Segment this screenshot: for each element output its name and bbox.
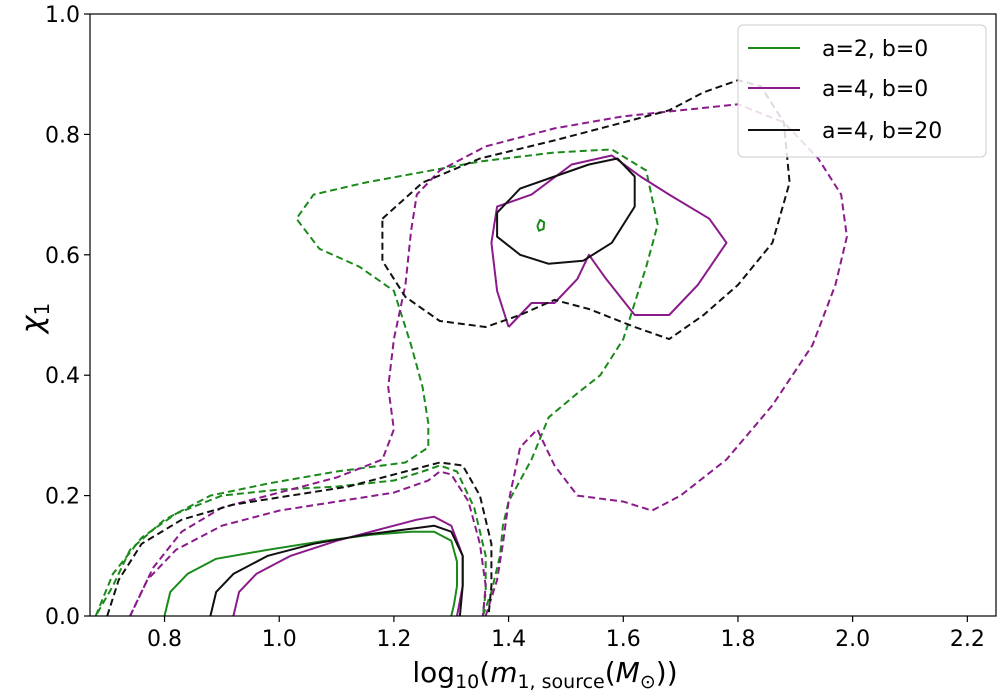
y-axis-ticks: 0.0 0.2 0.4 0.6 0.8 1.0 <box>45 3 90 630</box>
y-axis-label: χ1 <box>15 303 54 336</box>
contour-a-4-b-0-3 <box>490 154 728 328</box>
legend-box <box>737 24 987 158</box>
x-tick-label: 1.6 <box>606 627 641 652</box>
y-tick-label: 0.4 <box>45 364 80 389</box>
contour-a-4-b-20-3 <box>496 157 636 265</box>
y-tick-label: 0.6 <box>45 244 80 269</box>
contour-a-4-b-0-0 <box>129 470 487 617</box>
x-tick-label: 1.0 <box>262 627 297 652</box>
contour-a-2-b-0-2 <box>163 530 458 617</box>
x-tick-label: 2.0 <box>835 627 870 652</box>
x-axis-ticks: 0.8 1.0 1.2 1.4 1.6 1.8 2.0 2.2 <box>147 616 985 652</box>
legend-label-a4b20: a=4, b=20 <box>822 119 942 144</box>
contour-a-2-b-0-1 <box>94 148 659 617</box>
contour-a-4-b-0-1 <box>129 103 848 617</box>
contour-a-4-b-20-0 <box>106 461 493 617</box>
plot-frame <box>89 13 997 617</box>
legend-label-a2b0: a=2, b=0 <box>822 37 928 62</box>
x-axis-label: log10(m1, source(M⊙)) <box>412 656 677 693</box>
y-tick-label: 0.8 <box>45 123 80 148</box>
x-tick-label: 0.8 <box>147 627 182 652</box>
x-tick-label: 2.2 <box>950 627 985 652</box>
contour-lines <box>94 79 848 617</box>
x-tick-label: 1.8 <box>720 627 755 652</box>
y-tick-label: 1.0 <box>45 3 80 28</box>
x-tick-label: 1.4 <box>491 627 526 652</box>
contour-a-2-b-0-3 <box>536 218 546 232</box>
legend-label-a4b0: a=4, b=0 <box>822 77 928 102</box>
contour-a-4-b-20-2 <box>381 79 791 341</box>
x-tick-label: 1.2 <box>376 627 411 652</box>
y-tick-label: 0.0 <box>45 605 80 630</box>
legend: a=2, b=0 a=4, b=0 a=4, b=20 <box>737 24 987 158</box>
contour-a-2-b-0-0 <box>94 464 487 617</box>
y-tick-label: 0.2 <box>45 485 80 510</box>
contour-a-4-b-20-1 <box>209 524 464 617</box>
